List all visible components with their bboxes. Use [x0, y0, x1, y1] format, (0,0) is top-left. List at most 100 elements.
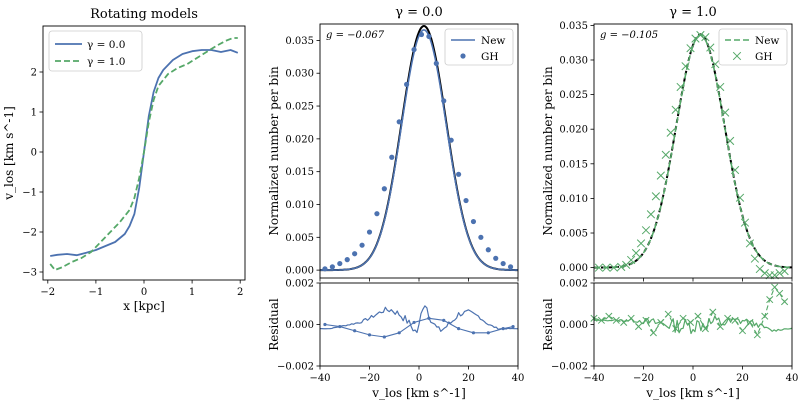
gh-residual-point — [353, 329, 357, 333]
g0-res-x-tick-label: −20 — [359, 373, 380, 384]
gh-residual-point — [664, 310, 672, 318]
gh-point — [696, 30, 705, 40]
g1-res-x-tick-label: 0 — [690, 373, 696, 384]
gh-residual-point — [471, 331, 476, 335]
new-residual-line — [319, 305, 519, 334]
g1-res-x-tick-label: 20 — [736, 373, 749, 384]
gh-point — [666, 128, 675, 137]
rotating-panel — [49, 37, 239, 271]
gh-point — [366, 229, 373, 235]
g1-main-y-tick-label: 0.035 — [559, 21, 588, 32]
gh-point — [389, 154, 395, 160]
cross-stroke — [724, 314, 732, 322]
gh-point — [750, 254, 760, 263]
gh-point — [661, 150, 670, 159]
g0-res-x-tick-label: −40 — [309, 373, 330, 384]
gh-residual-point — [457, 327, 461, 331]
cross-stroke — [686, 318, 695, 326]
legend-swatch-gh — [460, 53, 466, 59]
gh-residual-point — [686, 318, 695, 326]
cross-stroke — [656, 171, 665, 180]
g0-title: γ = 0.0 — [395, 5, 443, 20]
g1-ylabel: Normalized number per bin — [541, 66, 555, 236]
cross-stroke — [711, 59, 720, 69]
gh-point — [463, 197, 469, 204]
legend-label-new: New — [755, 35, 779, 47]
gh-point — [780, 266, 789, 276]
rotating-x-tick-label: 1 — [189, 287, 195, 298]
g1-res-x-tick-label: 40 — [786, 373, 799, 384]
gh-residual-point — [694, 312, 702, 320]
gh-point — [602, 263, 611, 272]
gh-point — [337, 260, 343, 267]
gh-residual-point — [367, 333, 372, 337]
g0-annotation: g = −0.067 — [326, 30, 385, 41]
rotating-x-tick-label: −2 — [40, 287, 55, 298]
rotating-y-tick-label: −3 — [22, 268, 37, 279]
g0-main-y-tick-label: 0.030 — [285, 69, 314, 80]
cross-stroke — [731, 316, 739, 324]
gh-residual-point — [511, 324, 515, 329]
rotating-y-tick-label: −2 — [22, 228, 37, 239]
gh-point — [426, 33, 432, 40]
g0-main-y-tick-label: 0.020 — [285, 134, 314, 145]
gh-point — [646, 210, 656, 219]
gh-residual-point — [323, 322, 327, 327]
g1-res-x-tick-label: −20 — [633, 373, 654, 384]
g0-res-x-tick-label: 40 — [512, 373, 525, 384]
g0-main-y-tick-label: 0.035 — [285, 36, 314, 47]
cross-stroke — [681, 62, 690, 71]
legend-frame — [48, 30, 143, 72]
gh-point — [507, 264, 514, 270]
rotating-y-tick-label: 1 — [31, 108, 37, 119]
cross-stroke — [602, 263, 611, 272]
cross-stroke — [776, 289, 784, 297]
cross-stroke — [617, 262, 626, 272]
cross-stroke — [649, 329, 657, 337]
gh-residual-point — [709, 308, 717, 316]
cross-stroke — [753, 331, 761, 339]
legend-frame — [718, 28, 788, 66]
gh-point — [381, 186, 387, 192]
cross-stroke — [716, 82, 725, 92]
g0-xlabel: v_los [km s^-1] — [371, 386, 466, 400]
gh-point — [374, 211, 380, 217]
rotating-x-tick-label: −1 — [89, 287, 104, 298]
cross-stroke — [745, 239, 755, 248]
cross-stroke — [626, 255, 636, 265]
gh-point — [626, 255, 636, 265]
gh-residual-point — [397, 331, 401, 335]
gh-point — [725, 136, 735, 146]
cross-stroke — [701, 32, 710, 42]
g0-ylabel: Normalized number per bin — [267, 66, 281, 236]
gh-residual-point — [753, 331, 761, 339]
gh-point — [470, 218, 477, 225]
gh-residual-point — [738, 327, 747, 335]
g1-res-y-tick-label: 0.002 — [559, 279, 588, 290]
g1-legend: New GH — [718, 28, 788, 66]
gh-residual-point — [634, 323, 643, 331]
g0-legend: New GH — [444, 28, 514, 66]
cross-stroke — [671, 105, 680, 114]
cross-stroke — [641, 226, 651, 235]
cross-stroke — [666, 128, 675, 137]
rotating-y-tick-label: 0 — [31, 148, 37, 159]
gh-point — [396, 119, 402, 125]
cross-stroke — [696, 30, 705, 40]
cross-stroke — [676, 82, 685, 92]
gh-residual-point — [781, 298, 789, 306]
legend-label-new: New — [481, 35, 505, 47]
g0-main-y-tick-label: 0.000 — [285, 266, 314, 277]
gh-point — [418, 31, 425, 38]
g1-title: γ = 1.0 — [669, 5, 717, 20]
cross-stroke — [631, 248, 641, 258]
legend-label: γ = 0.0 — [87, 39, 125, 51]
cross-stroke — [636, 239, 646, 248]
gh-point — [352, 251, 358, 257]
cross-stroke — [686, 44, 695, 53]
g1-main-y-tick-label: 0.015 — [559, 159, 588, 170]
rotating-xlabel: x [kpc] — [123, 299, 165, 313]
gh-point — [716, 82, 725, 92]
cross-stroke — [634, 323, 643, 331]
